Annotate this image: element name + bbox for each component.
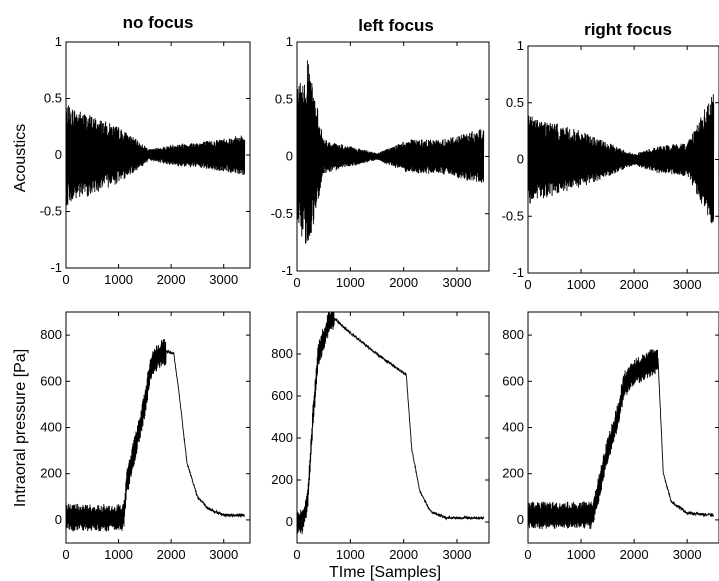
y-tick-label: 0 <box>55 512 62 527</box>
y-tick-label: 600 <box>502 373 524 388</box>
x-tick-label: 3000 <box>673 277 702 292</box>
y-tick-label: 1 <box>55 34 62 49</box>
x-tick-label: 1000 <box>336 547 365 562</box>
y-tick-label: 0.5 <box>44 91 62 106</box>
x-tick-label: 2000 <box>389 275 418 290</box>
title-left-focus: left focus <box>358 16 434 35</box>
x-tick-label: 3000 <box>443 275 472 290</box>
x-tick-label: 2000 <box>620 277 649 292</box>
y-tick-label: 0.5 <box>506 95 524 110</box>
panel-left-focus-acoustics: 0 1000 2000 3000 -1 -0.5 0 0.5 1 <box>271 34 490 290</box>
y-tick-label: 0.5 <box>275 91 293 106</box>
y-tick-label: 0 <box>286 514 293 529</box>
xlabel-time-samples: TIme [Samples] <box>329 564 441 581</box>
panel-no-focus-acoustics: 0 1000 2000 3000 -1 -0.5 0 0.5 1 <box>40 34 251 287</box>
x-tick-label: 1000 <box>567 277 596 292</box>
x-tick-label: 0 <box>62 547 69 562</box>
x-tick-label: 3000 <box>443 547 472 562</box>
y-tick-label: 400 <box>502 420 524 435</box>
y-tick-label: 200 <box>502 466 524 481</box>
x-tick-label: 2000 <box>157 547 186 562</box>
series-line <box>66 339 245 532</box>
x-tick-label: 0 <box>524 547 531 562</box>
x-tick-label: 0 <box>293 547 300 562</box>
y-tick-label: 200 <box>271 472 293 487</box>
y-tick-label: 0 <box>517 152 524 167</box>
y-tick-label: 800 <box>502 327 524 342</box>
series-line <box>297 60 485 244</box>
series-line <box>528 94 715 224</box>
y-tick-label: -1 <box>281 263 293 278</box>
y-tick-label: 1 <box>517 38 524 53</box>
x-tick-label: 0 <box>524 277 531 292</box>
ylabel-intraoral-pressure: Intraoral pressure [Pa] <box>12 349 29 507</box>
x-tick-label: 1000 <box>336 275 365 290</box>
y-tick-label: 600 <box>271 388 293 403</box>
title-no-focus: no focus <box>123 13 194 32</box>
y-tick-label: 400 <box>271 430 293 445</box>
x-tick-label: 2000 <box>389 547 418 562</box>
y-tick-label: -0.5 <box>502 208 524 223</box>
panel-left-focus-pressure: 0 1000 2000 3000 0 200 400 600 800 <box>271 311 490 562</box>
x-tick-label: 0 <box>62 272 69 287</box>
y-tick-label: -1 <box>512 265 524 280</box>
panel-right-focus-acoustics: 0 1000 2000 3000 -1 -0.5 0 0.5 1 <box>502 38 719 292</box>
y-tick-label: -1 <box>50 260 62 275</box>
y-tick-label: 400 <box>40 420 62 435</box>
x-tick-label: 2000 <box>620 547 649 562</box>
x-tick-label: 3000 <box>209 272 238 287</box>
title-right-focus: right focus <box>584 20 672 39</box>
x-tick-label: 1000 <box>104 547 133 562</box>
x-tick-label: 3000 <box>673 547 702 562</box>
panel-no-focus-pressure: 0 1000 2000 3000 0 200 400 600 800 <box>40 311 251 562</box>
y-tick-label: 800 <box>271 346 293 361</box>
y-tick-label: 0 <box>286 149 293 164</box>
y-tick-label: -0.5 <box>40 204 62 219</box>
y-tick-label: 0 <box>55 147 62 162</box>
x-tick-label: 1000 <box>567 547 596 562</box>
y-tick-label: 1 <box>286 34 293 49</box>
series-line <box>66 105 246 206</box>
series-line <box>528 349 714 530</box>
y-tick-label: 200 <box>40 466 62 481</box>
panel-right-focus-pressure: 0 1000 2000 3000 0 200 400 600 800 <box>502 311 719 562</box>
x-tick-label: 0 <box>293 275 300 290</box>
y-tick-label: 800 <box>40 327 62 342</box>
y-tick-label: 600 <box>40 373 62 388</box>
ylabel-acoustics: Acoustics <box>12 124 29 192</box>
y-tick-label: -0.5 <box>271 206 293 221</box>
series-line <box>297 312 485 535</box>
x-tick-label: 1000 <box>104 272 133 287</box>
plot-frame <box>296 311 490 544</box>
x-tick-label: 2000 <box>157 272 186 287</box>
y-tick-label: 0 <box>517 512 524 527</box>
x-tick-label: 3000 <box>209 547 238 562</box>
